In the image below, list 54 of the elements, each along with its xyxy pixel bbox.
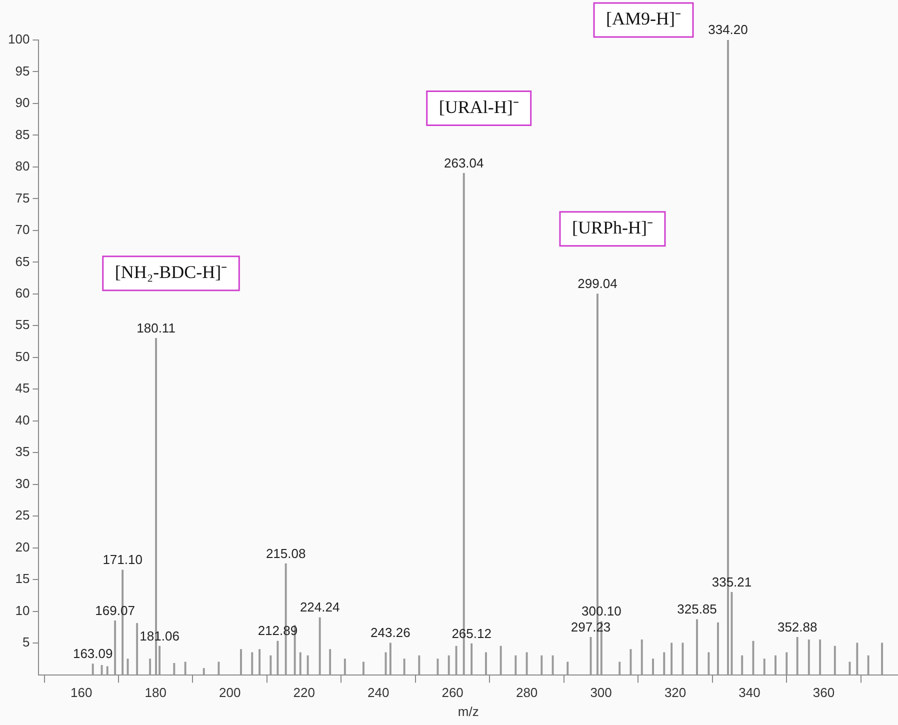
text: [AM9-H]⁻: [606, 8, 681, 29]
y-tick-label: 30: [15, 476, 30, 491]
y-tick-label: 80: [15, 158, 30, 174]
y-tick-label: 20: [15, 539, 30, 554]
annotation: 163.09: [72, 646, 113, 662]
x-tick-label: 180: [144, 685, 166, 700]
x-tick-label: 340: [738, 685, 760, 700]
y-tick-label: 10: [15, 602, 30, 618]
annotation: 224.24: [300, 600, 340, 615]
annotation: 334.20: [708, 22, 748, 38]
x-tick-label: 260: [442, 685, 464, 700]
annotation: 263.04: [444, 155, 484, 170]
x-axis-title: m/z: [458, 704, 479, 719]
y-tick-label: 25: [15, 508, 30, 523]
x-tick-label: 200: [219, 685, 241, 700]
annotation: 180.11: [136, 320, 176, 336]
annotation: 265.12: [452, 626, 492, 641]
y-tick-label: 35: [15, 444, 30, 460]
x-tick-label: 300: [590, 685, 612, 700]
x-tick-label: 360: [812, 685, 835, 700]
y-tick-label: 15: [15, 571, 30, 586]
annotation: 215.08: [266, 546, 306, 561]
annotation: 171.10: [102, 552, 142, 568]
y-tick-label: 50: [15, 348, 30, 364]
y-tick-label: 45: [15, 380, 30, 396]
y-tick-label: 75: [15, 190, 30, 206]
annotation: 212.89: [258, 623, 298, 638]
x-tick-label: 160: [70, 685, 92, 700]
annotation: 243.26: [370, 625, 410, 640]
annotation: 169.07: [95, 602, 135, 618]
annotation: 335.21: [712, 574, 752, 590]
annotation: 297.23: [570, 619, 611, 634]
x-tick-label: 280: [516, 685, 538, 700]
y-tick-label: 90: [15, 95, 30, 110]
annotation: 325.85: [677, 602, 717, 617]
annotation: [NH₂-BDC-H]⁻: [114, 262, 228, 282]
x-tick-label: 320: [664, 685, 686, 700]
y-tick-label: 100: [8, 32, 30, 47]
x-tick-label: 240: [367, 685, 390, 700]
y-tick-label: 5: [22, 634, 30, 650]
y-tick-label: 40: [15, 412, 30, 428]
y-tick-label: 55: [15, 317, 30, 332]
y-tick-label: 70: [15, 222, 30, 238]
y-tick-label: 60: [15, 286, 30, 300]
annotation: 299.04: [578, 276, 618, 291]
y-tick-label: 95: [15, 63, 30, 78]
x-tick-label: 220: [293, 685, 315, 700]
y-tick-label: 85: [15, 126, 30, 142]
y-tick-label: 65: [15, 254, 30, 269]
annotation: [URAl-H]⁻: [438, 97, 519, 118]
annotation: 300.10: [582, 604, 622, 619]
annotation: 352.88: [777, 619, 818, 634]
annotation: 181.06: [140, 628, 180, 644]
annotation: [URPh-H]⁻: [572, 218, 653, 238]
